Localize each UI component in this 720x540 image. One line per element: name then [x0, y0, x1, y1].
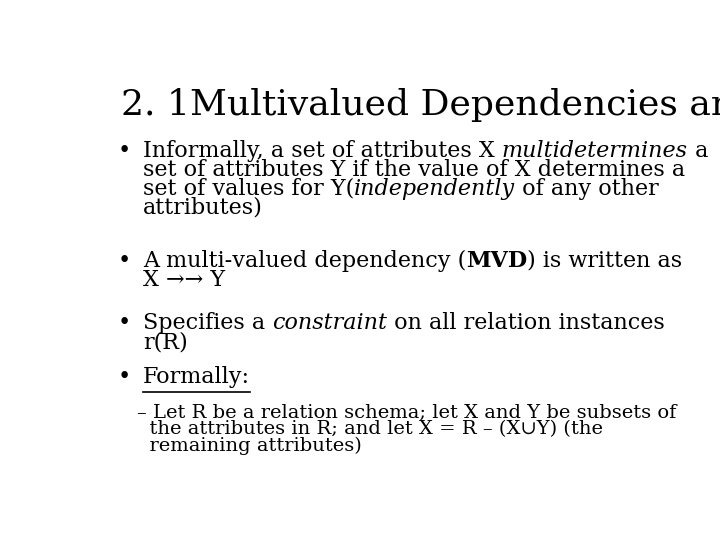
Text: – Let R be a relation schema; let X and Y be subsets of: – Let R be a relation schema; let X and …	[138, 404, 677, 422]
Text: 2. 1Multivalued Dependencies and 4NF: 2. 1Multivalued Dependencies and 4NF	[121, 87, 720, 122]
Text: •: •	[118, 312, 131, 334]
Text: constraint: constraint	[272, 312, 387, 334]
Text: independently: independently	[354, 178, 516, 200]
Text: of any other: of any other	[516, 178, 659, 200]
Text: •: •	[118, 250, 131, 272]
Text: •: •	[118, 366, 131, 388]
Text: a: a	[688, 140, 708, 161]
Text: r(R): r(R)	[143, 332, 188, 353]
Text: •: •	[118, 140, 131, 161]
Text: set of attributes Y if the value of X determines a: set of attributes Y if the value of X de…	[143, 159, 685, 181]
Text: the attributes in R; and let X = R – (X∪Y) (the: the attributes in R; and let X = R – (X∪…	[138, 420, 603, 438]
Text: X →→ Y: X →→ Y	[143, 269, 225, 291]
Text: on all relation instances: on all relation instances	[387, 312, 665, 334]
Text: A multi-valued dependency (: A multi-valued dependency (	[143, 250, 467, 272]
Text: set of values for Y(: set of values for Y(	[143, 178, 354, 200]
Text: Formally:: Formally:	[143, 366, 250, 388]
Text: ) is written as: ) is written as	[527, 250, 683, 272]
Text: MVD: MVD	[467, 250, 527, 272]
Text: attributes): attributes)	[143, 197, 263, 219]
Text: remaining attributes): remaining attributes)	[138, 437, 362, 455]
Text: Specifies a: Specifies a	[143, 312, 272, 334]
Text: multidetermines: multidetermines	[502, 140, 688, 161]
Text: Informally, a set of attributes X: Informally, a set of attributes X	[143, 140, 502, 161]
